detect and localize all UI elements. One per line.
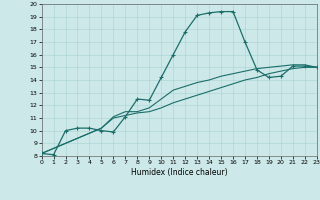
X-axis label: Humidex (Indice chaleur): Humidex (Indice chaleur) (131, 168, 228, 177)
